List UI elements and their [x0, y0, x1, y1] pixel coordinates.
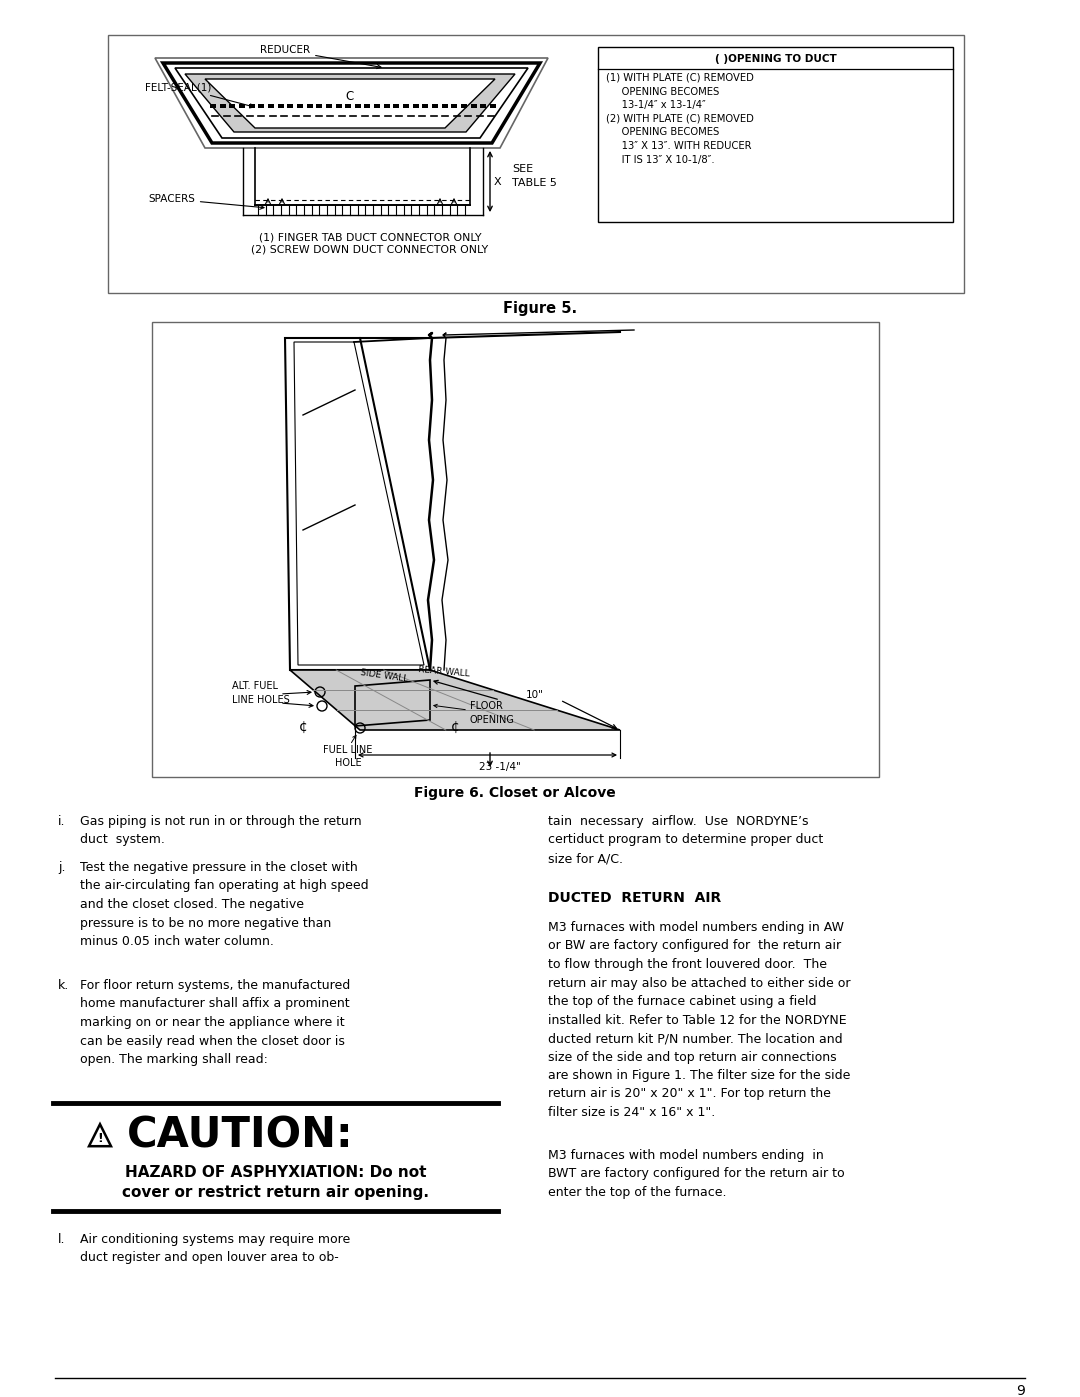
Bar — [336, 103, 341, 108]
Polygon shape — [89, 1125, 111, 1146]
Text: ¢: ¢ — [450, 721, 459, 735]
Bar — [481, 103, 486, 108]
Text: (1) FINGER TAB DUCT CONNECTOR ONLY: (1) FINGER TAB DUCT CONNECTOR ONLY — [259, 232, 482, 242]
Text: Air conditioning systems may require more
duct register and open louver area to : Air conditioning systems may require mor… — [80, 1234, 350, 1264]
Text: SPACERS: SPACERS — [148, 194, 264, 210]
Text: 9: 9 — [1016, 1384, 1025, 1397]
Bar — [210, 103, 216, 108]
Text: SIDE WALL: SIDE WALL — [360, 668, 409, 683]
Bar — [346, 103, 351, 108]
Text: 23 -1/4": 23 -1/4" — [480, 761, 521, 773]
Text: FELT-SEAL(1): FELT-SEAL(1) — [145, 82, 254, 108]
Bar — [383, 103, 390, 108]
Bar — [442, 103, 448, 108]
Text: Gas piping is not run in or through the return
duct  system.: Gas piping is not run in or through the … — [80, 814, 362, 847]
Text: k.: k. — [58, 979, 69, 992]
Bar — [490, 103, 496, 108]
Text: 10": 10" — [526, 690, 544, 700]
Bar — [268, 103, 274, 108]
Text: FLOOR
OPENING: FLOOR OPENING — [470, 701, 515, 725]
Text: FUEL LINE
HOLE: FUEL LINE HOLE — [323, 745, 373, 768]
Text: CAUTION:: CAUTION: — [127, 1115, 353, 1157]
Bar — [316, 103, 322, 108]
Text: REDUCER: REDUCER — [260, 45, 381, 68]
Polygon shape — [291, 671, 620, 731]
Bar — [413, 103, 419, 108]
Text: DUCTED  RETURN  AIR: DUCTED RETURN AIR — [548, 891, 721, 905]
Polygon shape — [355, 680, 430, 726]
Bar — [152, 321, 879, 777]
Bar — [598, 47, 953, 222]
Bar — [326, 103, 332, 108]
Text: REAR WALL: REAR WALL — [418, 665, 470, 679]
Text: For floor return systems, the manufactured
home manufacturer shall affix a promi: For floor return systems, the manufactur… — [80, 979, 350, 1066]
Text: cover or restrict return air opening.: cover or restrict return air opening. — [122, 1185, 429, 1200]
Bar — [229, 103, 235, 108]
Bar — [239, 103, 245, 108]
Bar — [471, 103, 476, 108]
Bar — [422, 103, 429, 108]
Bar — [461, 103, 467, 108]
Bar — [393, 103, 400, 108]
Text: C: C — [346, 91, 354, 103]
Text: ( )OPENING TO DUCT: ( )OPENING TO DUCT — [715, 54, 836, 64]
Bar — [432, 103, 438, 108]
Text: ¢: ¢ — [299, 721, 308, 735]
Bar — [108, 35, 964, 293]
Text: j.: j. — [58, 861, 66, 875]
Bar — [297, 103, 302, 108]
Text: i.: i. — [58, 814, 66, 828]
Text: M3 furnaces with model numbers ending  in
BWT are factory configured for the ret: M3 furnaces with model numbers ending in… — [548, 1148, 845, 1199]
Text: (2) SCREW DOWN DUCT CONNECTOR ONLY: (2) SCREW DOWN DUCT CONNECTOR ONLY — [252, 244, 488, 256]
Text: SEE
TABLE 5: SEE TABLE 5 — [512, 163, 557, 189]
Text: l.: l. — [58, 1234, 66, 1246]
Bar — [307, 103, 312, 108]
Polygon shape — [156, 59, 548, 148]
Text: (1) WITH PLATE (C) REMOVED
     OPENING BECOMES
     13-1/4″ x 13-1/4″
(2) WITH : (1) WITH PLATE (C) REMOVED OPENING BECOM… — [606, 73, 754, 165]
Bar — [355, 103, 361, 108]
Bar — [287, 103, 294, 108]
Bar — [364, 103, 370, 108]
Bar — [451, 103, 457, 108]
Text: X: X — [494, 177, 501, 187]
Text: Figure 5.: Figure 5. — [503, 300, 577, 316]
Bar — [374, 103, 380, 108]
Text: M3 furnaces with model numbers ending in AW
or BW are factory configured for  th: M3 furnaces with model numbers ending in… — [548, 921, 851, 1119]
Text: Test the negative pressure in the closet with
the air-circulating fan operating : Test the negative pressure in the closet… — [80, 861, 368, 949]
Bar — [219, 103, 226, 108]
Bar — [248, 103, 255, 108]
Polygon shape — [285, 338, 430, 671]
Bar — [258, 103, 265, 108]
Polygon shape — [205, 80, 495, 129]
Text: HAZARD OF ASPHYXIATION: Do not: HAZARD OF ASPHYXIATION: Do not — [125, 1165, 427, 1180]
Bar — [278, 103, 284, 108]
Polygon shape — [185, 74, 515, 131]
Text: !: ! — [97, 1132, 103, 1146]
Bar — [403, 103, 409, 108]
Text: Figure 6. Closet or Alcove: Figure 6. Closet or Alcove — [414, 787, 616, 800]
Text: ALT. FUEL
LINE HOLES: ALT. FUEL LINE HOLES — [232, 682, 289, 704]
Text: tain  necessary  airflow.  Use  NORDYNE’s
certiduct program to determine proper : tain necessary airflow. Use NORDYNE’s ce… — [548, 814, 823, 865]
